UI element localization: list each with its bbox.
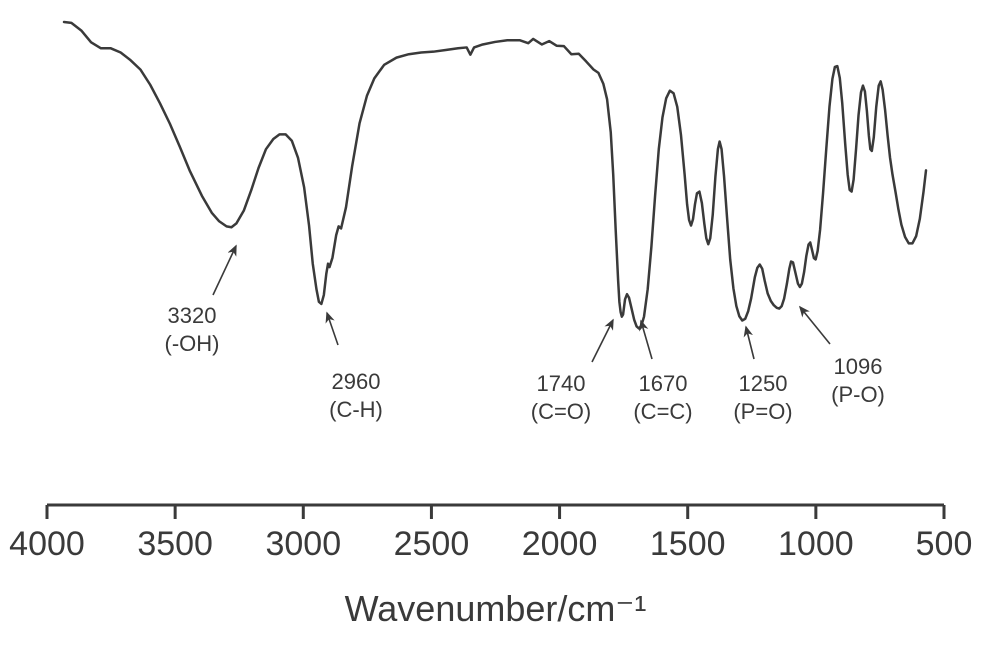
peak-wavenumber: 1250 <box>733 370 792 398</box>
peak-wavenumber: 1096 <box>831 353 885 381</box>
peak-label: 2960(C-H) <box>329 368 383 423</box>
peak-wavenumber: 1670 <box>633 370 692 398</box>
x-tick-label: 3000 <box>265 525 341 564</box>
peak-wavenumber: 3320 <box>165 302 220 330</box>
peak-assignment: (-OH) <box>165 330 220 358</box>
x-tick-label: 1500 <box>650 525 726 564</box>
peak-wavenumber: 1740 <box>531 370 592 398</box>
peak-assignment: (C=O) <box>531 398 592 426</box>
peak-label: 3320(-OH) <box>165 302 220 357</box>
x-tick-label: 3500 <box>137 525 213 564</box>
peak-assignment: (C=C) <box>633 398 692 426</box>
x-axis-title: Wavenumber/cm⁻¹ <box>345 588 647 630</box>
peak-label: 1096(P-O) <box>831 353 885 408</box>
x-tick-label: 2000 <box>522 525 598 564</box>
x-tick-label: 4000 <box>9 525 85 564</box>
x-tick-label: 500 <box>916 525 973 564</box>
peak-label: 1670(C=C) <box>633 370 692 425</box>
x-tick-label: 2500 <box>394 525 470 564</box>
peak-assignment: (P-O) <box>831 381 885 409</box>
peak-assignment: (C-H) <box>329 396 383 424</box>
ir-spectrum-figure: 4000 3500 3000 2500 2000 1500 1000 500 Wavenumb… <box>0 0 1000 646</box>
peak-label: 1250(P=O) <box>733 370 792 425</box>
x-tick-label: 1000 <box>778 525 854 564</box>
peak-wavenumber: 2960 <box>329 368 383 396</box>
peak-assignment: (P=O) <box>733 398 792 426</box>
peak-label: 1740(C=O) <box>531 370 592 425</box>
